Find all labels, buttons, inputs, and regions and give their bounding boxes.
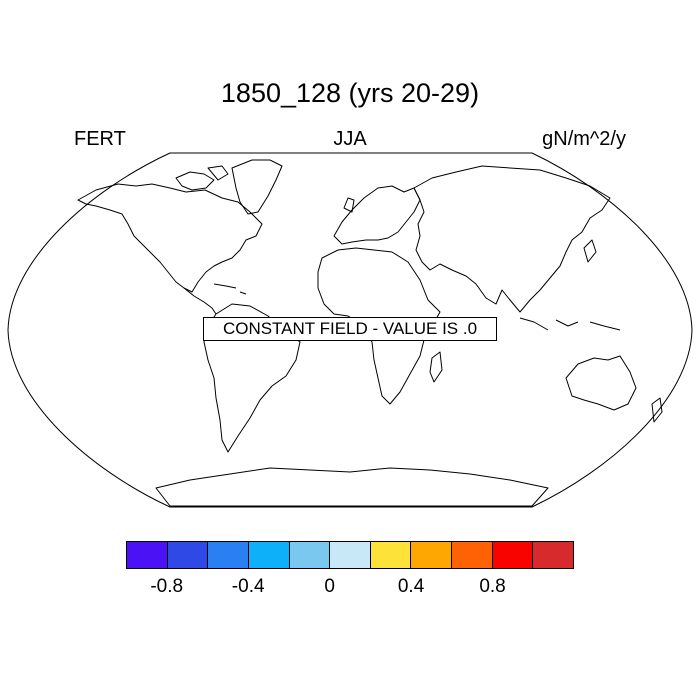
coast-europe [333,185,421,245]
colorbar-tick-label: -0.8 [150,576,184,597]
colorbar-swatch [289,542,331,568]
variable-label: FERT [74,128,126,150]
colorbar-swatch [248,542,290,568]
coast-indonesia [519,317,621,331]
season-label: JJA [333,128,367,150]
colorbar [126,541,574,569]
colorbar-swatch [533,542,574,568]
plot-title: 1850_128 (yrs 20-29) [220,78,480,108]
colorbar-tick-label: -0.4 [231,576,265,597]
coast-central-america [183,287,217,315]
colorbar-tick-label: 0.8 [479,576,506,597]
units-label: gN/m^2/y [542,128,626,150]
colorbar-swatch [167,542,209,568]
coast-uk [343,197,355,213]
colorbar-swatch [330,542,371,568]
colorbar-swatch [370,542,412,568]
coast-asia [413,165,611,313]
colorbar-swatch [452,542,493,568]
coastlines [77,159,663,507]
coast-japan [583,239,597,263]
colorbar-tick-label: 0.4 [397,576,425,597]
constant-field-message: CONSTANT FIELD - VALUE IS .0 [203,317,497,341]
coast-north-america [77,183,263,293]
colorbar-swatch [127,542,168,568]
coast-antarctica [155,467,549,507]
colorbar-swatch [411,542,453,568]
colorbar-tick-label: 0 [324,576,335,597]
coast-caribbean [213,283,247,295]
coast-madagascar [429,351,443,383]
coast-australia [565,355,637,411]
coast-africa [317,247,441,405]
coast-greenland [231,159,283,215]
colorbar-swatch [208,542,249,568]
coast-new-zealand [651,397,663,423]
coast-arctic-islands [175,165,229,191]
colorbar-swatch [492,542,534,568]
